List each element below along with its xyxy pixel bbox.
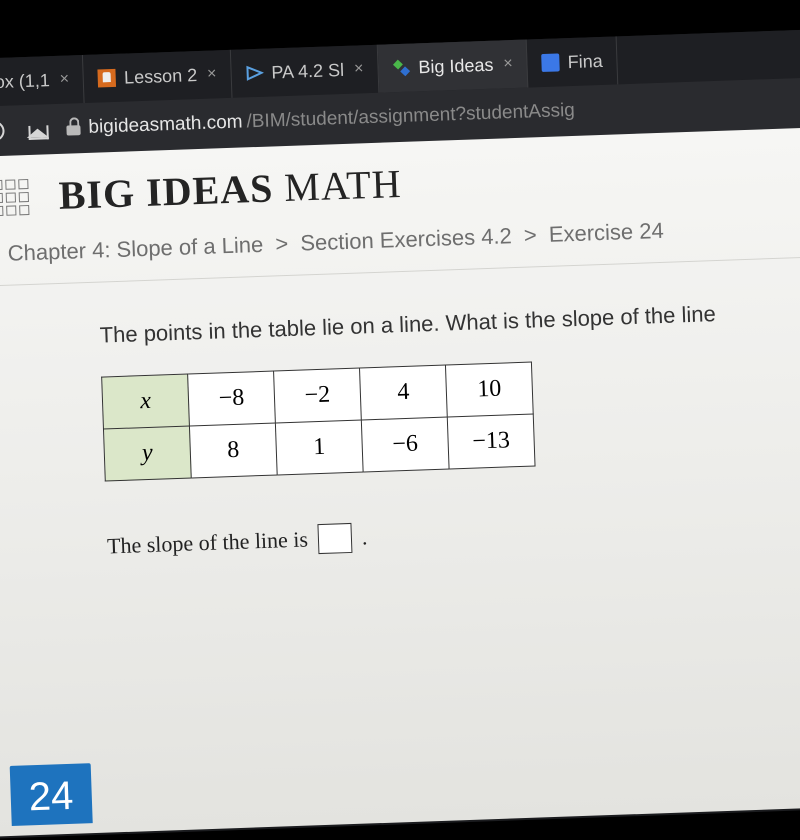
url-path: /BIM/student/assignment?studentAssig — [246, 100, 575, 133]
brand-bold: BIG IDEAS — [58, 165, 274, 217]
reload-button[interactable] — [0, 119, 7, 144]
table-cell: 10 — [445, 362, 533, 417]
person-icon — [98, 69, 117, 88]
breadcrumb-section[interactable]: Section Exercises 4.2 — [300, 223, 512, 255]
table-header-y: y — [103, 426, 191, 481]
close-icon[interactable]: × — [503, 55, 513, 73]
tab-final[interactable]: Fina — [527, 36, 619, 87]
close-icon[interactable]: × — [59, 71, 69, 89]
docs-icon — [541, 53, 560, 72]
home-button[interactable] — [24, 117, 49, 142]
table-cell: −8 — [188, 371, 276, 426]
breadcrumb-chapter[interactable]: Chapter 4: Slope of a Line — [7, 232, 263, 266]
close-icon[interactable]: × — [354, 60, 364, 78]
tab-inbox[interactable]: ox (1,1 × — [0, 55, 85, 107]
tab-label: Fina — [567, 50, 603, 72]
lock-icon — [66, 121, 80, 135]
tab-label: Lesson 2 — [124, 65, 198, 89]
breadcrumb-sep: > — [275, 231, 289, 256]
exercise-content: The points in the table lie on a line. W… — [0, 256, 800, 567]
table-header-x: x — [102, 374, 190, 429]
answer-line: The slope of the line is . — [107, 505, 800, 562]
tab-bigideas[interactable]: Big Ideas × — [378, 40, 529, 93]
breadcrumb-exercise[interactable]: Exercise 24 — [548, 218, 664, 247]
question-prompt: The points in the table lie on a line. W… — [99, 296, 800, 349]
breadcrumb-sep: > — [523, 222, 537, 247]
table-cell: −6 — [361, 417, 449, 472]
url-domain: bigideasmath.com — [88, 111, 243, 138]
table-cell: 8 — [189, 423, 277, 478]
table-cell: −2 — [274, 368, 362, 423]
tab-pa42[interactable]: PA 4.2 Sl × — [231, 45, 380, 98]
close-icon[interactable]: × — [207, 65, 217, 83]
brand-light: MATH — [273, 161, 403, 210]
table-cell: 1 — [275, 420, 363, 475]
tab-label: ox (1,1 — [0, 70, 50, 93]
answer-label: The slope of the line is — [107, 526, 309, 559]
url-display[interactable]: bigideasmath.com/BIM/student/assignment?… — [66, 100, 575, 140]
question-number-badge: 24 — [10, 763, 93, 826]
triangle-icon — [245, 64, 264, 83]
tab-label: Big Ideas — [418, 54, 494, 78]
table-cell: −13 — [447, 414, 535, 469]
table-cell: 4 — [360, 365, 448, 420]
brand-logo: BIG IDEAS MATH — [58, 160, 402, 219]
grid-menu-icon[interactable] — [0, 178, 29, 215]
home-icon — [25, 119, 48, 140]
data-table: x −8 −2 4 10 y 8 1 −6 −13 — [101, 362, 535, 482]
answer-input[interactable] — [317, 523, 352, 554]
browser-window: ox (1,1 × Lesson 2 × PA 4.2 Sl × Big Ide… — [0, 28, 800, 840]
page-content: BIG IDEAS MATH > Chapter 4: Slope of a L… — [0, 126, 800, 838]
tab-label: PA 4.2 Sl — [271, 59, 344, 83]
reload-icon — [0, 121, 5, 142]
diamond-icon — [392, 59, 411, 78]
tab-lesson[interactable]: Lesson 2 × — [83, 50, 232, 103]
